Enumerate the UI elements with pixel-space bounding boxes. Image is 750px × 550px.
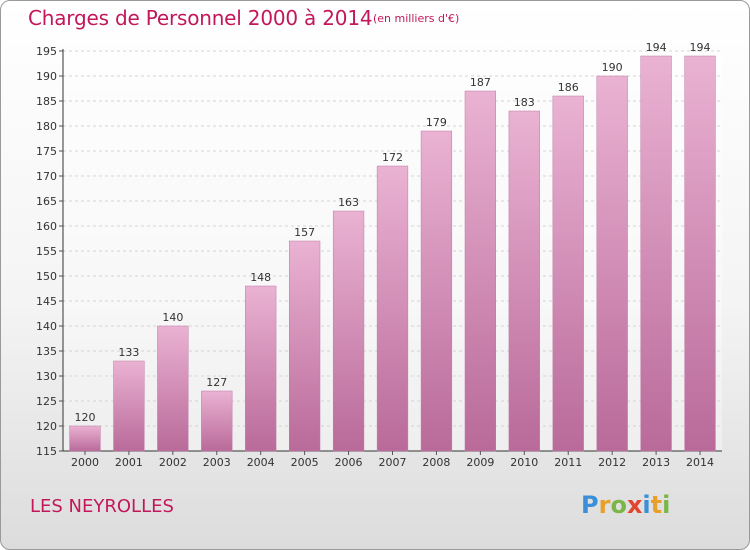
x-tick-label: 2003: [203, 456, 231, 469]
commune-name: LES NEYROLLES: [30, 496, 174, 517]
y-tick-label: 120: [36, 420, 57, 433]
y-tick-label: 170: [36, 170, 57, 183]
y-tick-label: 145: [36, 295, 57, 308]
bar: [684, 55, 716, 452]
bar: [289, 240, 321, 452]
bar: [113, 360, 145, 452]
y-tick-label: 175: [36, 145, 57, 158]
x-tick-label: 2011: [554, 456, 582, 469]
y-tick-label: 115: [36, 445, 57, 458]
data-label: 186: [558, 81, 579, 94]
y-tick-label: 140: [36, 320, 57, 333]
data-label: 148: [250, 271, 271, 284]
data-label: 187: [470, 76, 491, 89]
y-tick-label: 185: [36, 95, 57, 108]
data-label: 190: [602, 61, 623, 74]
bar: [69, 425, 101, 452]
bar: [596, 75, 628, 452]
y-tick-label: 155: [36, 245, 57, 258]
y-tick-label: 165: [36, 195, 57, 208]
x-tick-label: 2008: [422, 456, 450, 469]
bar: [420, 130, 453, 452]
logo-letter: o: [610, 491, 627, 519]
x-tick-label: 2006: [335, 456, 363, 469]
x-tick-label: 2012: [598, 456, 626, 469]
y-tick-label: 135: [36, 345, 57, 358]
data-label: 183: [514, 96, 535, 109]
logo-letter: P: [581, 491, 599, 519]
logo-letter: r: [598, 491, 611, 519]
x-tick-label: 2014: [686, 456, 714, 469]
bar: [245, 285, 277, 452]
data-label: 157: [294, 226, 315, 239]
y-tick-label: 130: [36, 370, 57, 383]
x-tick-label: 2000: [71, 456, 99, 469]
chart-subtitle: (en milliers d'€): [373, 12, 460, 25]
logo-letter: i: [662, 491, 671, 519]
data-label: 194: [646, 41, 667, 54]
bar: [376, 165, 409, 452]
y-tick-label: 190: [36, 70, 57, 83]
x-tick-label: 2002: [159, 456, 187, 469]
x-tick-label: 2007: [379, 456, 407, 469]
bar: [640, 55, 672, 452]
logo-letter: i: [642, 491, 651, 519]
data-label: 133: [118, 346, 139, 359]
proxiti-logo: Proxiti: [581, 491, 670, 519]
x-tick-label: 2004: [247, 456, 275, 469]
bar: [157, 325, 189, 452]
data-label: 127: [206, 376, 227, 389]
x-tick-label: 2009: [466, 456, 494, 469]
data-label: 194: [690, 41, 711, 54]
data-label: 179: [426, 116, 447, 129]
bar: [332, 210, 365, 452]
y-tick-label: 125: [36, 395, 57, 408]
y-tick-label: 160: [36, 220, 57, 233]
data-label: 172: [382, 151, 403, 164]
data-label: 120: [74, 411, 95, 424]
y-tick-label: 195: [36, 45, 57, 58]
bar: [552, 95, 584, 452]
x-tick-label: 2013: [642, 456, 670, 469]
data-label: 140: [162, 311, 183, 324]
x-tick-label: 2010: [510, 456, 538, 469]
x-tick-label: 2001: [115, 456, 143, 469]
x-tick-label: 2005: [291, 456, 319, 469]
logo-letter: x: [626, 491, 643, 519]
logo-letter: t: [650, 491, 663, 519]
bar: [201, 390, 233, 452]
bar: [464, 90, 496, 452]
bar: [508, 110, 540, 452]
chart-title: Charges de Personnel 2000 à 2014: [28, 6, 373, 30]
y-tick-label: 150: [36, 270, 57, 283]
data-label: 163: [338, 196, 359, 209]
y-tick-label: 180: [36, 120, 57, 133]
